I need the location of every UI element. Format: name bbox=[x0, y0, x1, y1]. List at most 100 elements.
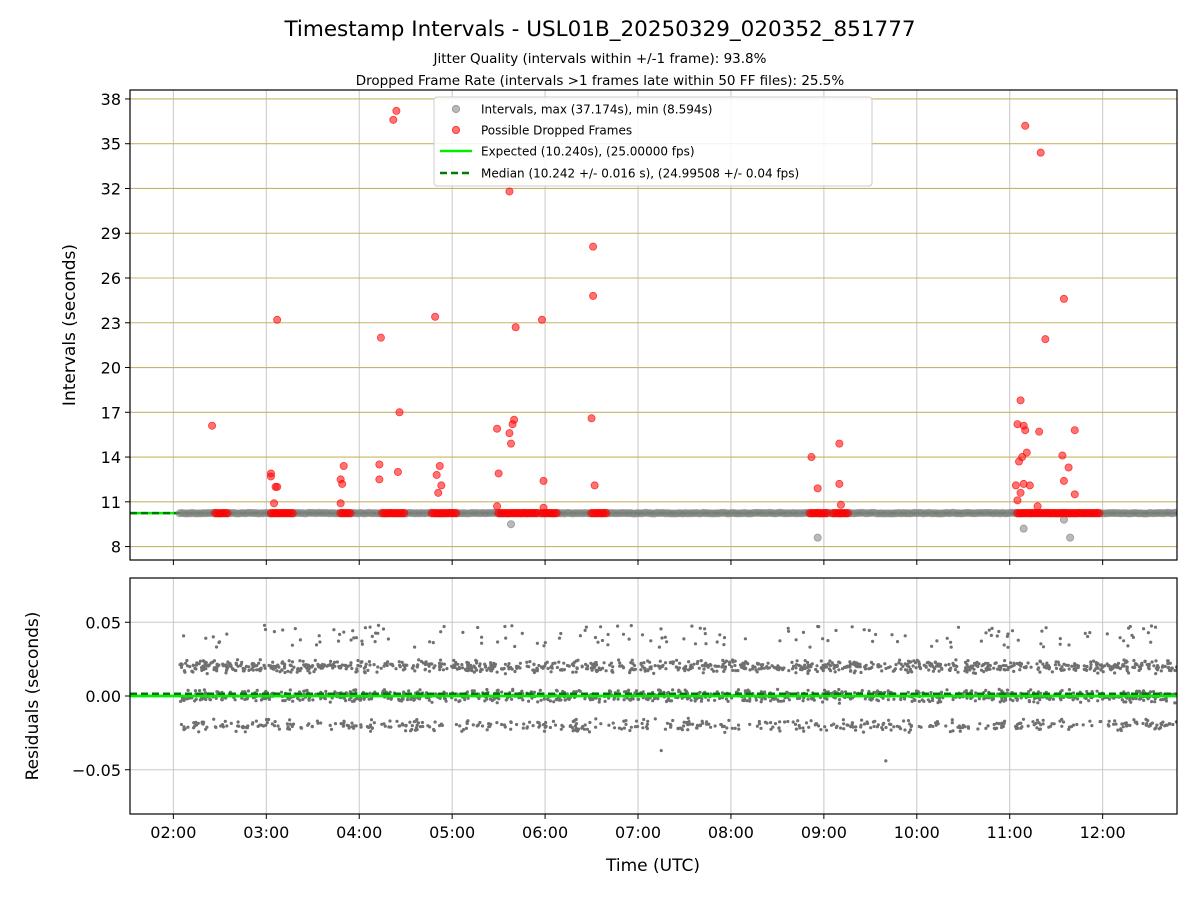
residual-point bbox=[413, 728, 418, 732]
residual-point bbox=[507, 667, 511, 671]
residual-point bbox=[575, 666, 579, 671]
residual-point bbox=[786, 626, 790, 630]
residual-point bbox=[229, 721, 233, 726]
residual-point bbox=[691, 722, 695, 726]
residual-point bbox=[874, 632, 878, 637]
residual-point bbox=[1035, 718, 1039, 722]
residual-point bbox=[678, 726, 682, 730]
residual-point bbox=[607, 689, 612, 693]
residual-point bbox=[1002, 721, 1006, 726]
residual-point bbox=[837, 668, 841, 672]
residual-point bbox=[633, 691, 637, 695]
dropped-frame-point bbox=[1064, 463, 1073, 472]
residual-point bbox=[400, 660, 404, 665]
residual-point bbox=[914, 666, 918, 670]
residual-point bbox=[193, 689, 198, 693]
dropped-frame-point bbox=[1070, 426, 1079, 435]
dropped-frame-point bbox=[835, 479, 844, 488]
residual-point bbox=[713, 724, 717, 728]
residual-point bbox=[1157, 727, 1161, 731]
residual-point bbox=[649, 639, 653, 643]
residual-point bbox=[794, 663, 799, 667]
residual-point bbox=[601, 666, 605, 670]
residual-point bbox=[375, 670, 379, 674]
residual-point bbox=[495, 721, 499, 725]
residual-point bbox=[724, 697, 729, 701]
residual-point bbox=[948, 730, 953, 734]
residual-point bbox=[415, 723, 419, 727]
residual-point bbox=[617, 658, 621, 662]
residual-point bbox=[612, 726, 617, 730]
residual-point bbox=[846, 664, 850, 668]
residual-point bbox=[1044, 626, 1048, 630]
dropped-frame-point bbox=[208, 421, 217, 430]
residual-point bbox=[905, 668, 909, 672]
residual-point bbox=[272, 724, 277, 728]
residual-point bbox=[1143, 660, 1147, 664]
residual-point bbox=[279, 690, 284, 694]
residual-point bbox=[1071, 691, 1076, 695]
residual-point bbox=[535, 641, 540, 645]
dropped-frame-point bbox=[493, 424, 502, 433]
residual-point bbox=[935, 639, 939, 643]
residual-point bbox=[848, 660, 852, 664]
residual-point bbox=[832, 722, 836, 726]
residual-point bbox=[343, 663, 347, 668]
residual-point bbox=[1051, 697, 1055, 701]
residual-point bbox=[211, 635, 215, 639]
residual-point bbox=[585, 727, 590, 731]
residual-point bbox=[202, 720, 206, 724]
residual-point bbox=[325, 664, 329, 668]
residual-point bbox=[1153, 700, 1157, 704]
legend-intervals-label: Intervals, max (37.174s), min (8.594s) bbox=[481, 103, 712, 117]
residual-point bbox=[824, 663, 828, 667]
residual-point bbox=[1088, 667, 1092, 671]
residual-point bbox=[862, 722, 867, 726]
dropped-frame-point bbox=[434, 488, 443, 497]
residual-point bbox=[255, 688, 259, 693]
residual-point bbox=[1120, 722, 1124, 726]
residual-point bbox=[798, 664, 803, 668]
residual-point bbox=[770, 664, 774, 668]
residual-point bbox=[432, 729, 436, 733]
residual-point bbox=[511, 687, 515, 692]
residual-point bbox=[186, 725, 190, 729]
residual-point bbox=[656, 664, 660, 668]
residual-point bbox=[243, 730, 247, 734]
residual-point bbox=[903, 634, 907, 638]
residual-point bbox=[721, 658, 725, 663]
residual-point bbox=[507, 662, 511, 666]
residual-point bbox=[583, 628, 587, 633]
residual-point bbox=[569, 724, 573, 728]
residual-point bbox=[194, 723, 199, 727]
residual-point bbox=[723, 660, 727, 665]
residual-point bbox=[1010, 664, 1014, 668]
residual-point bbox=[671, 662, 675, 666]
residual-point bbox=[500, 690, 504, 694]
residual-point bbox=[665, 721, 670, 725]
residual-point bbox=[565, 663, 570, 668]
x-tick-label: 05:00 bbox=[429, 823, 475, 842]
residual-point bbox=[719, 722, 723, 727]
residual-point bbox=[286, 725, 290, 729]
intervals-points bbox=[175, 106, 1177, 542]
x-tick-label: 11:00 bbox=[987, 823, 1033, 842]
residual-point bbox=[966, 726, 971, 730]
residual-point bbox=[251, 668, 255, 672]
dropped-frame-point bbox=[288, 508, 297, 518]
residual-point bbox=[445, 692, 449, 696]
residual-point bbox=[730, 658, 735, 662]
residual-point bbox=[571, 670, 575, 674]
residual-point bbox=[576, 727, 581, 731]
residual-point bbox=[306, 723, 310, 727]
residual-point bbox=[970, 689, 974, 693]
residual-point bbox=[186, 688, 190, 693]
residual-point bbox=[544, 724, 548, 728]
residual-point bbox=[548, 725, 553, 730]
residual-point bbox=[271, 664, 276, 668]
residual-point bbox=[423, 668, 427, 672]
x-tick-label: 07:00 bbox=[615, 823, 661, 842]
residual-point bbox=[1026, 724, 1030, 728]
residual-point bbox=[949, 666, 953, 670]
residual-point bbox=[906, 690, 910, 695]
